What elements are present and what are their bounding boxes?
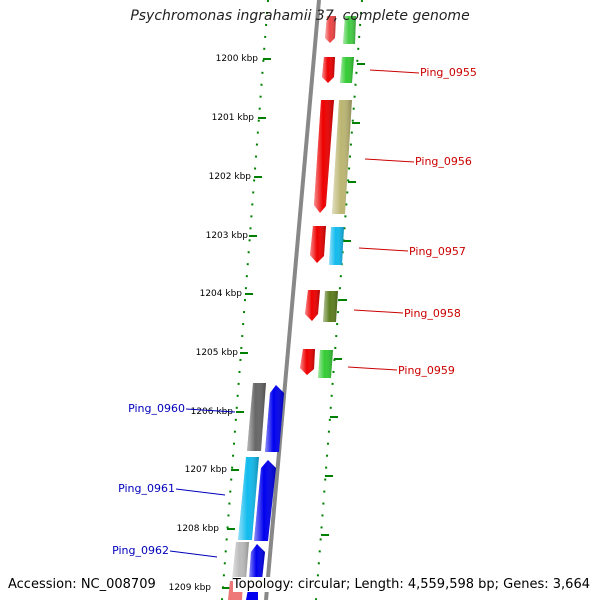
leader-line bbox=[369, 69, 420, 74]
tick-label: 1202 kbp bbox=[209, 172, 252, 182]
cog-box bbox=[332, 100, 352, 214]
gene-arrow-ping-0961[interactable] bbox=[254, 460, 276, 541]
gene-arrow-ping-0958[interactable] bbox=[305, 290, 320, 321]
gene-arrow-ping-0960[interactable] bbox=[265, 385, 284, 452]
tick-label: 1208 kbp bbox=[177, 524, 220, 534]
gene-label-ping-0958[interactable]: Ping_0958 bbox=[404, 307, 461, 320]
gene-label-ping-0955[interactable]: Ping_0955 bbox=[420, 66, 477, 79]
tick-label: 1205 kbp bbox=[196, 348, 239, 358]
leader-line bbox=[358, 247, 409, 252]
gene-labels-right: Ping_0955 Ping_0956 Ping_0957 Ping_0958 … bbox=[398, 66, 477, 377]
tick-label: 1204 kbp bbox=[200, 289, 243, 299]
leader-line bbox=[347, 366, 398, 371]
tick-label: 1207 kbp bbox=[185, 465, 228, 475]
gene-label-ping-0961[interactable]: Ping_0961 bbox=[118, 482, 175, 495]
gene-arrow-ping-0957[interactable] bbox=[310, 226, 326, 263]
cog-box bbox=[329, 227, 344, 265]
ruler-line-left bbox=[221, 0, 269, 600]
tick-label: 1209 kbp bbox=[169, 583, 212, 593]
leader-line bbox=[364, 158, 415, 163]
ruler-tick-labels: 1200 kbp 1201 kbp 1202 kbp 1203 kbp 1204… bbox=[169, 54, 259, 593]
cog-box bbox=[340, 57, 354, 83]
cog-box bbox=[247, 383, 266, 451]
cog-box bbox=[343, 16, 356, 44]
tick-label: 1206 kbp bbox=[191, 407, 234, 417]
cog-box bbox=[238, 457, 259, 540]
gene-label-ping-0962[interactable]: Ping_0962 bbox=[112, 544, 169, 557]
leader-line bbox=[175, 488, 226, 496]
cog-box bbox=[323, 291, 338, 322]
tick-label: 1201 kbp bbox=[212, 113, 255, 123]
leader-line bbox=[169, 550, 218, 558]
leader-line bbox=[185, 408, 236, 413]
map-title: Psychromonas ingrahamii 37, complete gen… bbox=[130, 8, 470, 24]
gene-label-ping-0960[interactable]: Ping_0960 bbox=[128, 402, 185, 415]
gene-arrows-left bbox=[228, 383, 284, 600]
gene-arrow-ping-0959[interactable] bbox=[300, 349, 315, 375]
topology-text: Topology: circular; Length: 4,559,598 bp… bbox=[232, 577, 590, 592]
leader-lines-left bbox=[169, 408, 236, 558]
leader-lines-right bbox=[347, 69, 420, 371]
gene-arrows-right bbox=[300, 16, 356, 378]
gene-label-ping-0956[interactable]: Ping_0956 bbox=[415, 155, 472, 168]
cog-box bbox=[232, 542, 249, 580]
gene-label-ping-0957[interactable]: Ping_0957 bbox=[409, 245, 466, 258]
tick-label: 1200 kbp bbox=[216, 54, 259, 64]
tick-label: 1203 kbp bbox=[206, 231, 249, 241]
backbone-line bbox=[264, 0, 321, 600]
gene-arrow-ping-0955[interactable] bbox=[322, 57, 335, 83]
gene-arrow-ping-0962[interactable] bbox=[249, 544, 265, 580]
gene-arrow[interactable] bbox=[325, 16, 336, 43]
gene-label-ping-0959[interactable]: Ping_0959 bbox=[398, 364, 455, 377]
gene-arrow-ping-0956[interactable] bbox=[314, 100, 334, 213]
gene-labels-left: Ping_0960 Ping_0961 Ping_0962 bbox=[112, 402, 185, 557]
accession-text: Accession: NC_008709 bbox=[8, 577, 156, 592]
leader-line bbox=[353, 309, 404, 314]
cog-box bbox=[318, 350, 333, 378]
ruler-ticks bbox=[222, 58, 365, 589]
